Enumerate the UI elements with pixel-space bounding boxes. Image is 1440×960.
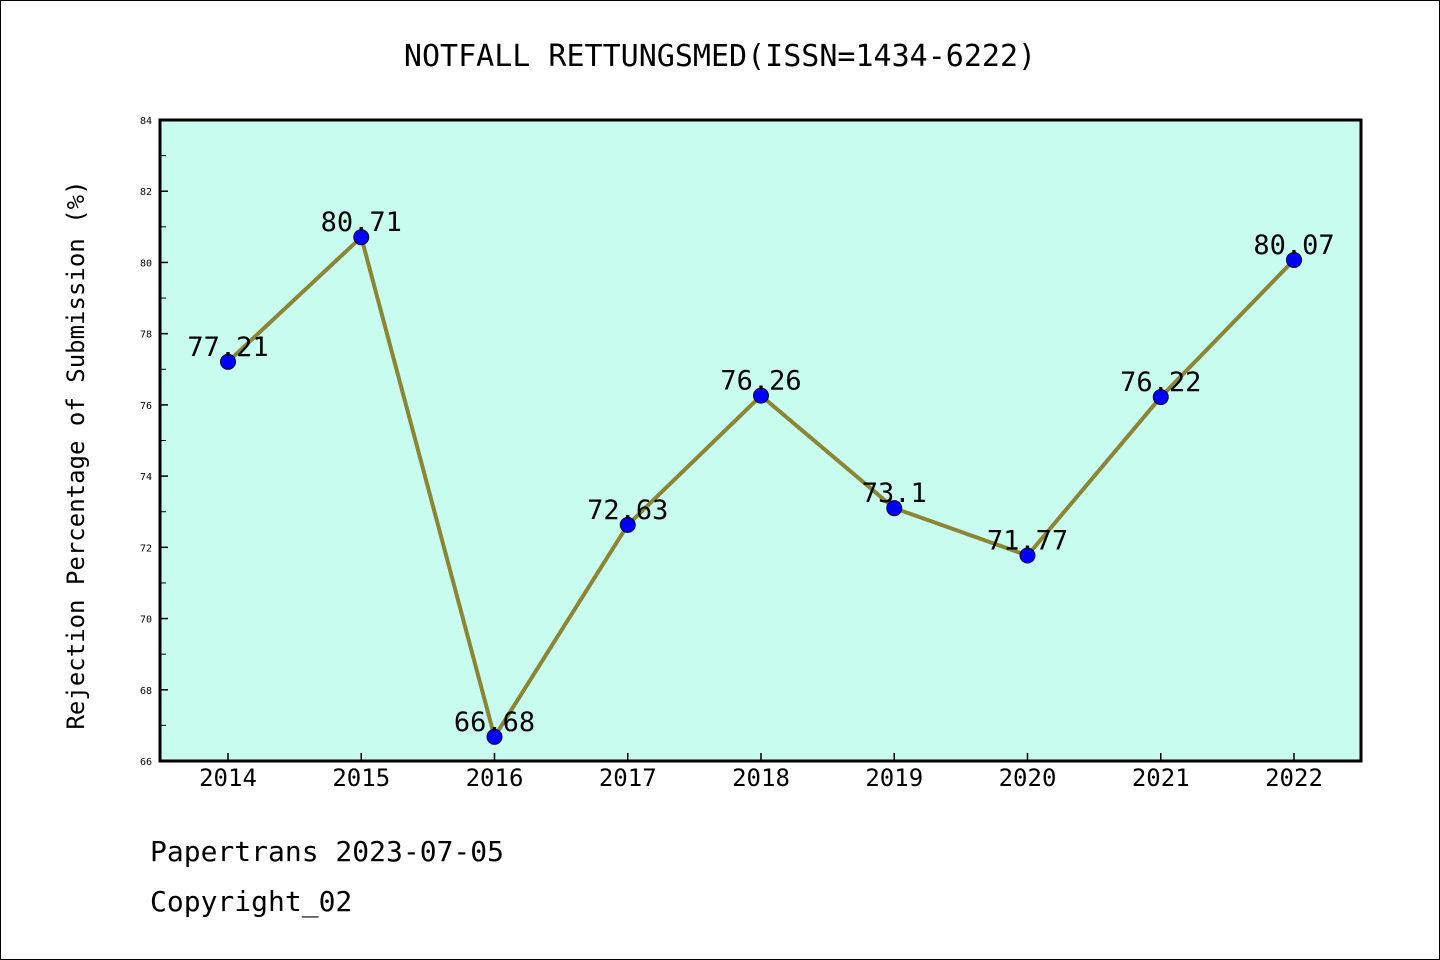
y-tick-label: 70 (140, 615, 152, 626)
x-tick-label: 2015 (332, 764, 390, 792)
data-label: 73.1 (862, 478, 927, 509)
x-tick-label: 2016 (466, 764, 524, 792)
data-label: 80.07 (1253, 230, 1334, 261)
data-point (753, 387, 769, 404)
x-axis: 2014 2015 2016 2017 2018 2019 2020 2021 2022 (199, 753, 1323, 792)
data-point (886, 500, 903, 517)
y-tick-label: 80 (140, 258, 152, 269)
data-label: 80.71 (321, 207, 402, 238)
footer-copyright: Copyright_02 (150, 885, 353, 918)
x-tick-label: 2018 (732, 764, 790, 792)
data-label: 76.26 (720, 366, 801, 397)
data-point (1152, 389, 1169, 406)
y-tick-label: 66 (140, 757, 152, 768)
data-label: 77.21 (187, 332, 268, 363)
data-point (1286, 251, 1302, 268)
y-axis-label: Rejection Percentage of Submission (%) (62, 180, 90, 729)
x-tick-label: 2022 (1265, 764, 1323, 792)
data-label: 76.22 (1120, 367, 1201, 398)
y-tick-label: 76 (140, 401, 152, 412)
x-tick-label: 2020 (999, 764, 1057, 792)
data-point (353, 229, 370, 246)
data-point (486, 728, 503, 745)
data-label: 72.63 (587, 495, 668, 526)
x-tick-label: 2017 (599, 764, 657, 792)
x-tick-label: 2014 (199, 764, 257, 792)
chart-title: NOTFALL RETTUNGSMED(ISSN=1434-6222) (404, 39, 1036, 74)
data-point (619, 516, 636, 533)
footer-date: Papertrans 2023-07-05 (150, 835, 505, 868)
y-tick-label: 74 (140, 472, 152, 483)
y-tick-label: 72 (140, 543, 152, 554)
plot-area (158, 118, 1363, 763)
x-tick-label: 2021 (1132, 764, 1190, 792)
data-point (1019, 547, 1036, 564)
y-tick-label: 84 (140, 116, 152, 127)
data-labels: 77.21 80.71 66.68 72.63 76.26 73.1 71.77 76.22 8… (187, 207, 1334, 738)
y-axis: 66 68 70 72 74 76 78 80 82 84 (140, 116, 168, 768)
y-tick-label: 68 (140, 686, 152, 697)
y-tick-label: 78 (140, 330, 152, 341)
data-label: 71.77 (987, 526, 1068, 557)
x-tick-label: 2019 (865, 764, 923, 792)
data-label: 66.68 (454, 707, 535, 738)
data-markers (220, 229, 1302, 745)
y-tick-label: 82 (140, 187, 152, 198)
data-point (220, 353, 236, 370)
